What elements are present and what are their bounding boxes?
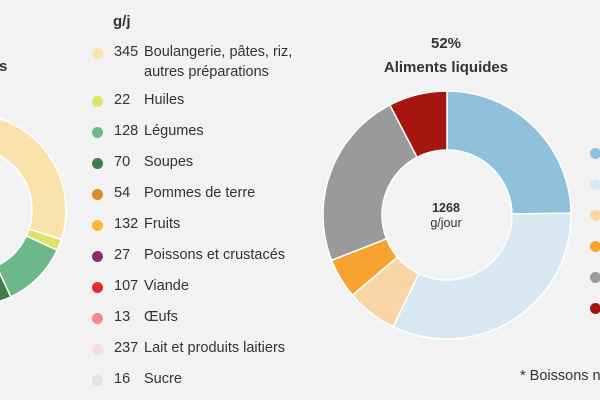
legend-value: 128	[114, 123, 139, 139]
right-donut-slice-1	[446, 90, 572, 215]
right-legend-swatch-1	[590, 148, 600, 159]
legend-swatch	[92, 313, 103, 324]
right-donut-slice-5	[322, 103, 419, 262]
legend-label: Soupes	[144, 154, 194, 170]
legend-label: Boulangerie, pâtes, riz,	[144, 44, 293, 60]
legend-value: 16	[114, 371, 131, 387]
legend-label: Poissons et crustacés	[144, 247, 286, 263]
right-donut-slice-6	[388, 90, 448, 159]
center-unit: g/jour	[430, 216, 462, 230]
right-chart-percentage: 52%	[430, 35, 462, 52]
legend-label: Lait et produits laitiers	[144, 340, 286, 356]
left-donut-slice-1	[0, 118, 67, 241]
legend-swatch	[92, 127, 103, 138]
right-chart-title: Aliments liquides	[383, 59, 509, 76]
legend-swatch	[92, 220, 103, 231]
left-donut-chart	[0, 118, 67, 302]
legend-value: 27	[114, 247, 131, 263]
right-donut-chart	[322, 90, 572, 340]
legend-label: Fruits	[144, 216, 181, 232]
legend-swatch	[92, 158, 103, 169]
left-edge-label: s	[0, 58, 8, 75]
right-legend-swatch-4	[590, 241, 600, 252]
legend-label: Sucre	[144, 371, 182, 387]
legend-header: g/j	[113, 13, 131, 30]
legend-label-line2: autres préparations	[144, 64, 269, 80]
right-legend-swatch-3	[590, 210, 600, 221]
legend-swatch	[92, 282, 103, 293]
legend-label: Viande	[144, 278, 189, 294]
right-legend-swatch-2	[590, 179, 600, 190]
legend-label: Huiles	[144, 92, 185, 108]
right-legend-swatch-6	[590, 303, 600, 314]
right-legend-swatch-5	[590, 272, 600, 283]
legend-swatch	[92, 189, 103, 200]
legend-label: Légumes	[144, 123, 204, 139]
legend-value: 132	[114, 216, 139, 232]
legend-value: 22	[114, 92, 131, 108]
legend-value: 54	[114, 185, 131, 201]
legend-swatch	[92, 96, 103, 107]
legend-value: 345	[114, 44, 139, 60]
legend-swatch	[92, 251, 103, 262]
right-donut-slice-2	[392, 212, 572, 340]
legend-label: Pommes de terre	[144, 185, 256, 201]
legend-swatch	[92, 344, 103, 355]
left-donut-slice-4	[0, 272, 12, 302]
footnote: * Boissons n	[520, 368, 600, 384]
legend-value: 70	[114, 154, 131, 170]
legend-swatch	[92, 48, 103, 59]
legend-label: Œufs	[144, 309, 178, 325]
legend-value: 237	[114, 340, 139, 356]
legend-swatch	[92, 375, 103, 386]
legend-value: 107	[114, 278, 139, 294]
legend-value: 13	[114, 309, 131, 325]
center-value: 1268	[432, 201, 460, 215]
